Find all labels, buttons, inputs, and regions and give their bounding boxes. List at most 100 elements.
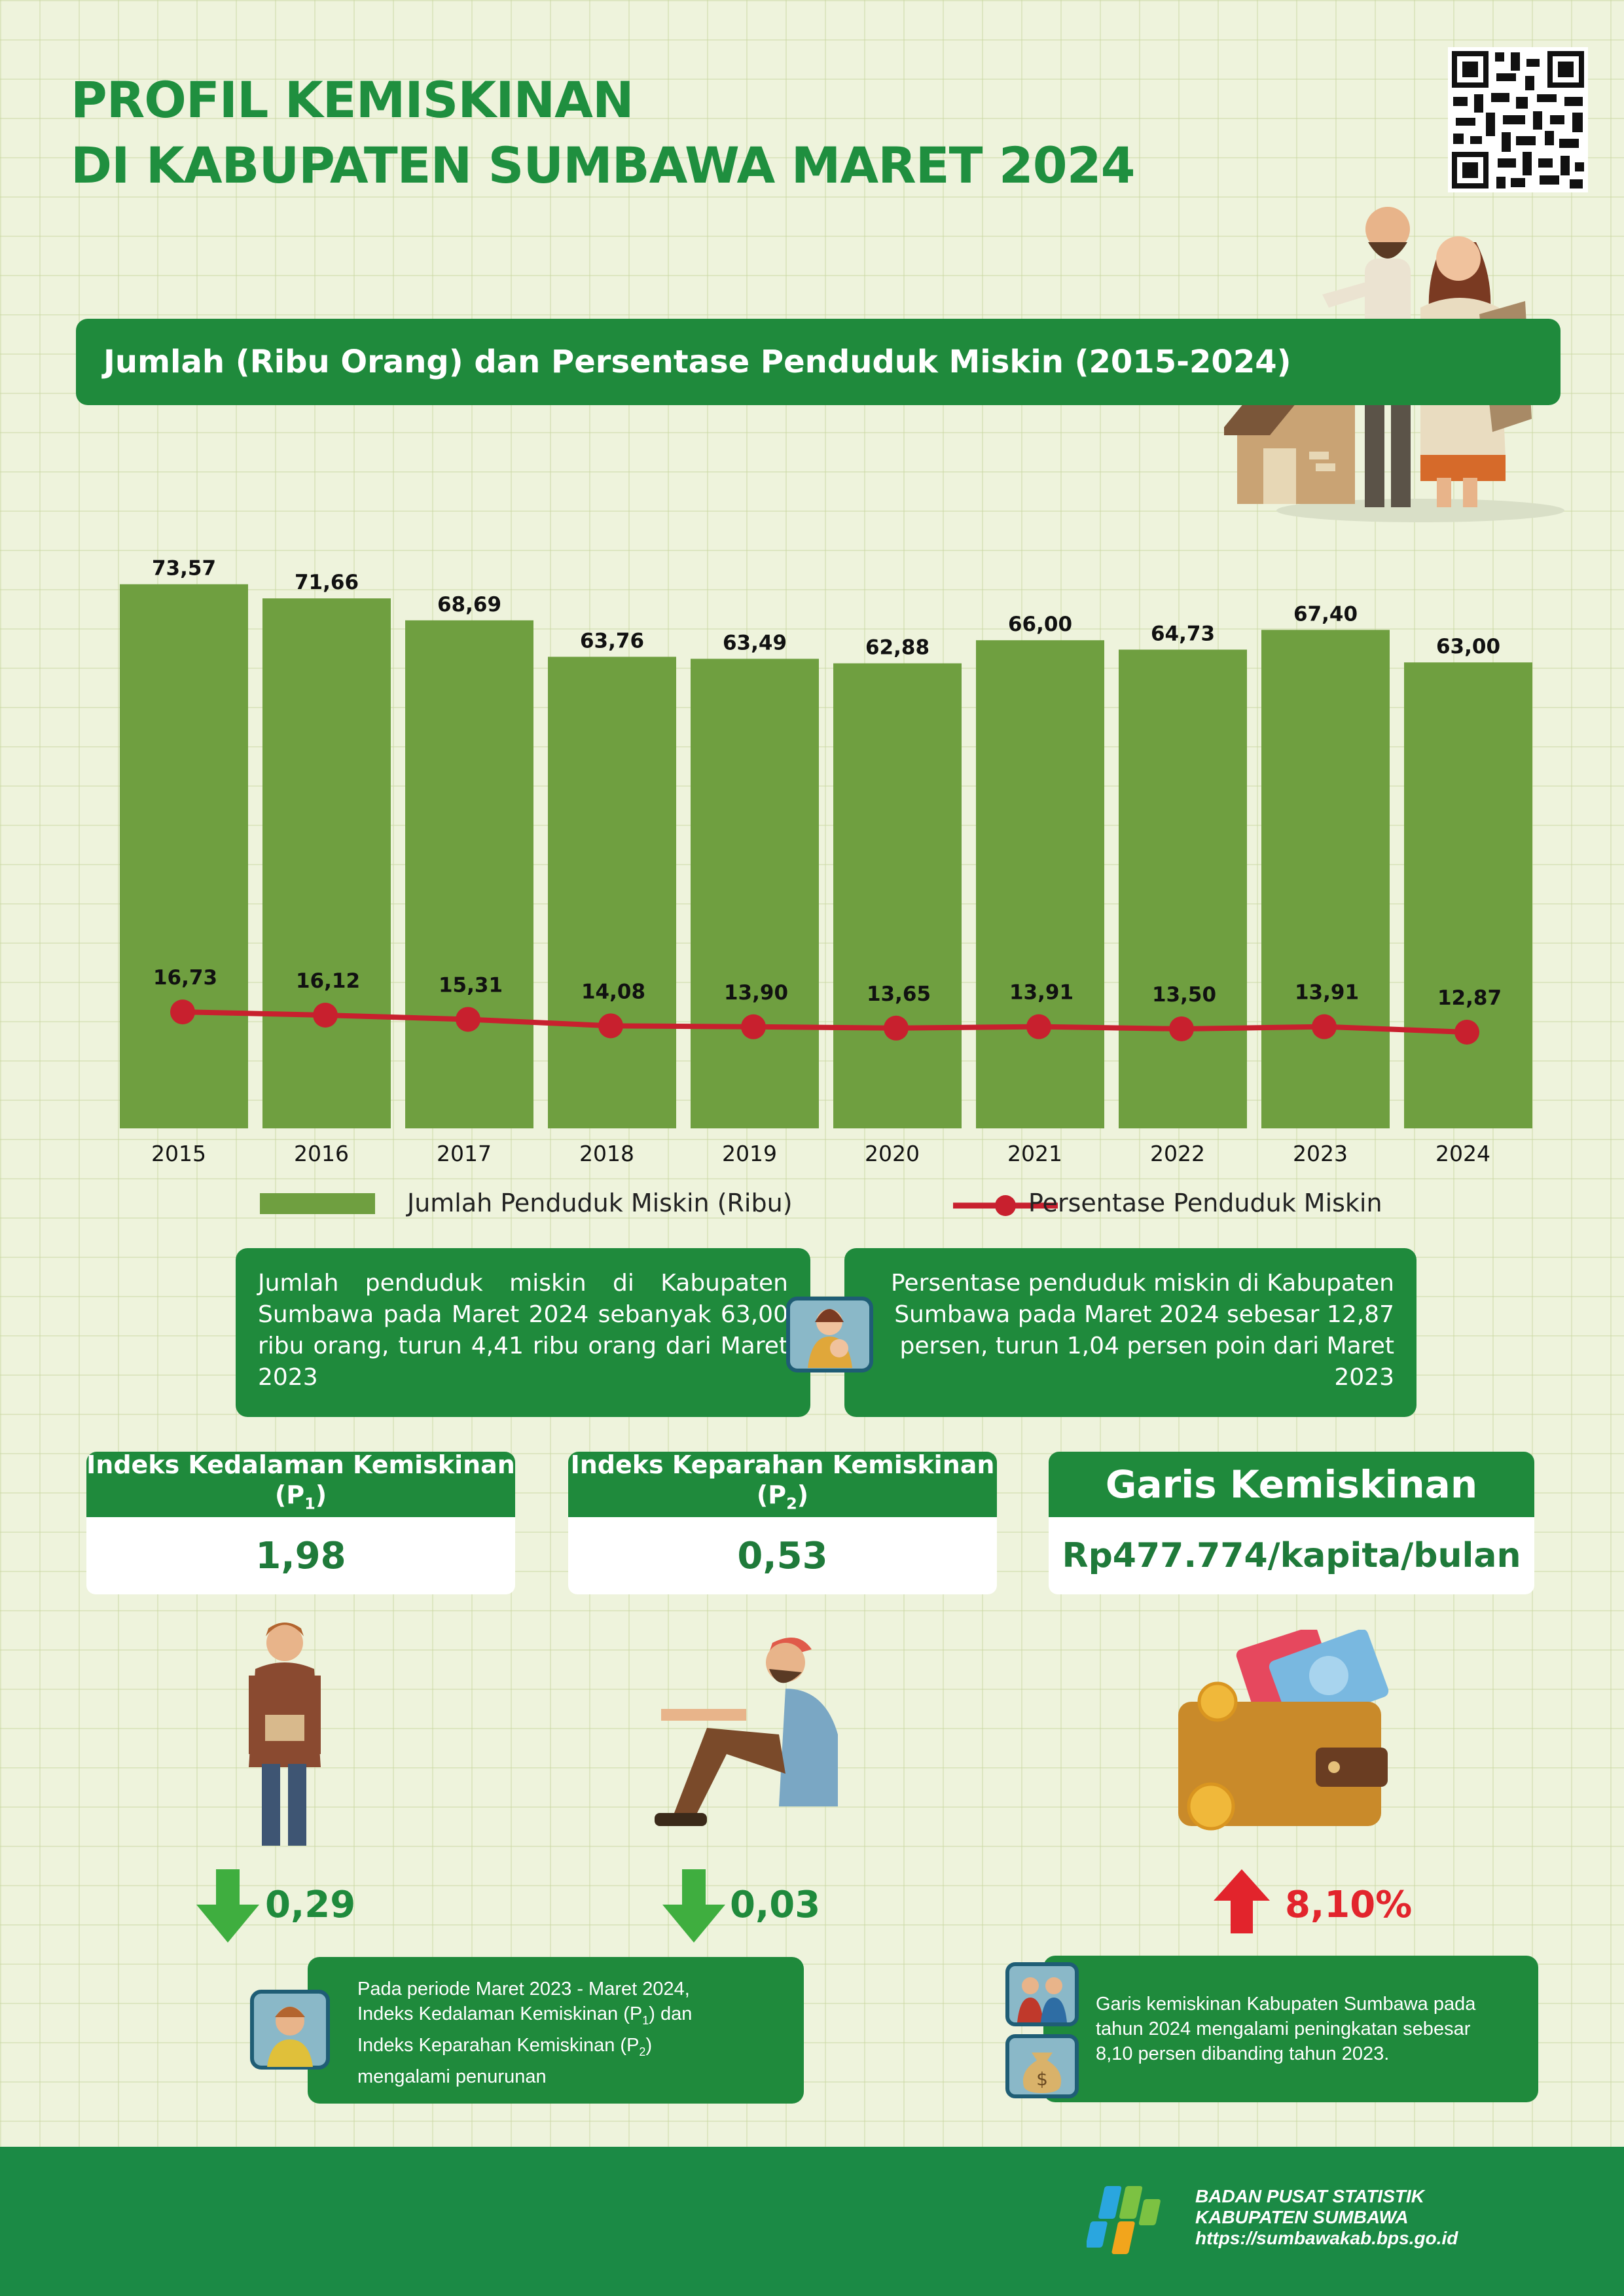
bar-2021 xyxy=(976,640,1104,1128)
bar-label-2018: 63,76 xyxy=(580,630,644,653)
info-percentage-text: Persentase penduduk miskin di Kabupaten … xyxy=(891,1270,1394,1391)
line-label-2020: 13,65 xyxy=(867,982,931,1006)
bar-label-2021: 66,00 xyxy=(1008,613,1072,636)
x-tick-2022: 2022 xyxy=(1150,1141,1205,1166)
line-label-2021: 13,91 xyxy=(1009,981,1074,1005)
legend-line-label: Persentase Penduduk Miskin xyxy=(1028,1189,1382,1217)
p2-down-arrow-icon xyxy=(662,1869,725,1943)
svg-text:$: $ xyxy=(1036,2068,1048,2090)
money-bag-icon: $ xyxy=(1005,2034,1079,2098)
info-box-count: Jumlah penduduk miskin di Kabupaten Sumb… xyxy=(236,1248,810,1417)
line-label-2015: 16,73 xyxy=(153,966,217,990)
x-tick-2017: 2017 xyxy=(437,1141,492,1166)
index-note-line2: Indeks Kedalaman Kemiskinan (P1) dan xyxy=(357,2003,693,2027)
legend-line-swatch xyxy=(953,1195,1058,1216)
poor-man-standing-icon xyxy=(249,1623,321,1846)
p1-title: Indeks Kedalaman Kemiskinan xyxy=(86,1450,515,1480)
worried-man-icon xyxy=(250,1990,330,2070)
gk-value: Rp477.774/kapita/bulan xyxy=(1049,1517,1534,1594)
info-box-percentage: Persentase penduduk miskin di Kabupaten … xyxy=(844,1248,1416,1417)
x-tick-2018: 2018 xyxy=(579,1141,634,1166)
footer xyxy=(0,2147,1624,2296)
gk-change-value: 8,10% xyxy=(1285,1884,1413,1926)
line-point-2015 xyxy=(170,999,195,1025)
line-point-2019 xyxy=(741,1014,766,1039)
line-label-2016: 16,12 xyxy=(296,969,360,993)
p1-header: Indeks Kedalaman Kemiskinan (P1) xyxy=(86,1450,515,1517)
x-tick-2020: 2020 xyxy=(865,1141,920,1166)
bar-2023 xyxy=(1261,630,1390,1128)
line-label-2017: 15,31 xyxy=(439,973,503,997)
bar-2016 xyxy=(262,598,391,1128)
bar-label-2024: 63,00 xyxy=(1436,635,1500,658)
line-point-2020 xyxy=(884,1015,909,1041)
p2-title: Indeks Keparahan Kemiskinan xyxy=(570,1450,995,1480)
poor-man-sitting-icon xyxy=(655,1638,838,1826)
bar-2015 xyxy=(120,584,248,1128)
wallet-money-icon xyxy=(1178,1630,1389,1831)
bps-logo-icon xyxy=(1087,2186,1161,2254)
chart-title-banner: Jumlah (Ribu Orang) dan Persentase Pendu… xyxy=(76,319,1561,405)
gk-title: Garis Kemiskinan xyxy=(1049,1452,1534,1517)
bar-2017 xyxy=(405,620,533,1128)
chart-title: Jumlah (Ribu Orang) dan Persentase Pendu… xyxy=(103,344,1291,380)
mother-child-icon xyxy=(786,1297,873,1372)
x-tick-2015: 2015 xyxy=(151,1141,206,1166)
title-line2: DI KABUPATEN SUMBAWA MARET 2024 xyxy=(71,136,1135,194)
index-note-line4: mengalami penurunan xyxy=(357,2066,547,2087)
percentage-line xyxy=(182,1009,1468,1035)
family-icon xyxy=(1005,1962,1079,2026)
bar-2024 xyxy=(1404,662,1532,1128)
footer-org-line1: BADAN PUSAT STATISTIK xyxy=(1195,2186,1424,2206)
gk-note-text: Garis kemiskinan Kabupaten Sumbawa pada … xyxy=(1096,1994,1476,2064)
bar-2018 xyxy=(548,656,676,1128)
line-point-2022 xyxy=(1169,1016,1194,1041)
p2-value: 0,53 xyxy=(568,1517,997,1594)
p2-header: Indeks Keparahan Kemiskinan (P2) xyxy=(568,1450,997,1517)
index-note-box: Pada periode Maret 2023 - Maret 2024, In… xyxy=(308,1957,804,2104)
index-note-line1: Pada periode Maret 2023 - Maret 2024, xyxy=(357,1979,690,2000)
line-label-2018: 14,08 xyxy=(581,980,645,1003)
x-tick-2021: 2021 xyxy=(1007,1141,1062,1166)
line-point-2021 xyxy=(1026,1014,1051,1039)
p1-sub: (P1) xyxy=(274,1480,327,1513)
bar-label-2023: 67,40 xyxy=(1293,602,1358,626)
x-tick-2019: 2019 xyxy=(722,1141,777,1166)
line-point-2023 xyxy=(1312,1014,1337,1039)
line-point-2016 xyxy=(313,1003,338,1028)
p1-change-value: 0,29 xyxy=(265,1884,356,1926)
x-tick-2023: 2023 xyxy=(1293,1141,1348,1166)
bar-2020 xyxy=(833,663,962,1128)
bar-label-2015: 73,57 xyxy=(152,557,216,581)
line-label-2022: 13,50 xyxy=(1152,983,1216,1007)
x-tick-2024: 2024 xyxy=(1435,1141,1490,1166)
p2-sub: (P2) xyxy=(756,1480,809,1513)
bar-label-2022: 64,73 xyxy=(1151,622,1215,646)
gk-up-arrow-icon xyxy=(1214,1869,1270,1933)
p2-change-value: 0,03 xyxy=(730,1884,821,1926)
p1-down-arrow-icon xyxy=(196,1869,259,1943)
line-point-2018 xyxy=(598,1013,623,1039)
bar-label-2019: 63,49 xyxy=(723,632,787,655)
bar-label-2016: 71,66 xyxy=(295,571,359,594)
bar-2019 xyxy=(691,658,819,1128)
p1-value: 1,98 xyxy=(86,1517,515,1594)
legend-bar-label: Jumlah Penduduk Miskin (Ribu) xyxy=(407,1189,793,1217)
bar-2022 xyxy=(1119,649,1247,1128)
info-count-text: Jumlah penduduk miskin di Kabupaten Sumb… xyxy=(258,1270,788,1391)
bar-label-2020: 62,88 xyxy=(865,636,929,659)
index-note-line3: Indeks Keparahan Kemiskinan (P2) xyxy=(357,2034,653,2058)
poverty-chart: 73,57 2015 71,66 2016 68,69 2017 63,76 2018 63,4… xyxy=(120,557,1532,1166)
gk-note-box: Garis kemiskinan Kabupaten Sumbawa pada … xyxy=(1043,1956,1538,2102)
footer-org: BADAN PUSAT STATISTIK KABUPATEN SUMBAWA … xyxy=(1195,2186,1458,2249)
line-label-2023: 13,91 xyxy=(1295,981,1359,1005)
x-tick-2016: 2016 xyxy=(294,1141,349,1166)
bar-label-2017: 68,69 xyxy=(437,593,501,617)
line-point-2024 xyxy=(1454,1020,1479,1045)
footer-org-line2: KABUPATEN SUMBAWA xyxy=(1195,2207,1409,2227)
legend-bar-swatch xyxy=(260,1193,375,1214)
title-line1: PROFIL KEMISKINAN xyxy=(71,71,634,129)
line-label-2024: 12,87 xyxy=(1437,986,1502,1010)
line-label-2019: 13,90 xyxy=(724,981,788,1005)
qr-code-icon xyxy=(1448,47,1588,192)
